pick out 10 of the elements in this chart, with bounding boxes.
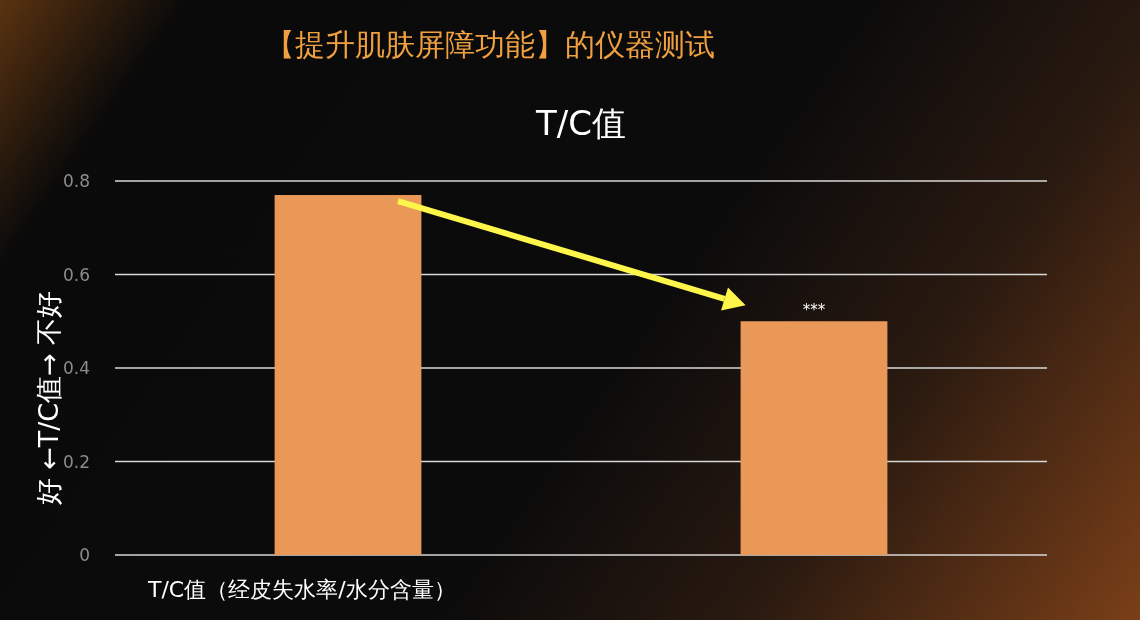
y-tick-label: 0.6 xyxy=(62,264,90,285)
y-tick-label: 0 xyxy=(79,545,90,565)
chart-title: 【提升肌肤屏障功能】的仪器测试 xyxy=(265,27,715,62)
annotation: *** xyxy=(802,301,826,320)
x-axis-title: T/C值（经皮失水率/水分含量） xyxy=(147,577,456,602)
y-axis-title: 好 ←T/C值→ 不好 xyxy=(33,290,64,506)
y-tick-label: 0.2 xyxy=(62,451,90,472)
chart-subtitle: T/C值 xyxy=(535,103,626,143)
y-tick-label: 0.4 xyxy=(62,358,90,378)
y-tick-label: 0.8 xyxy=(62,171,90,191)
